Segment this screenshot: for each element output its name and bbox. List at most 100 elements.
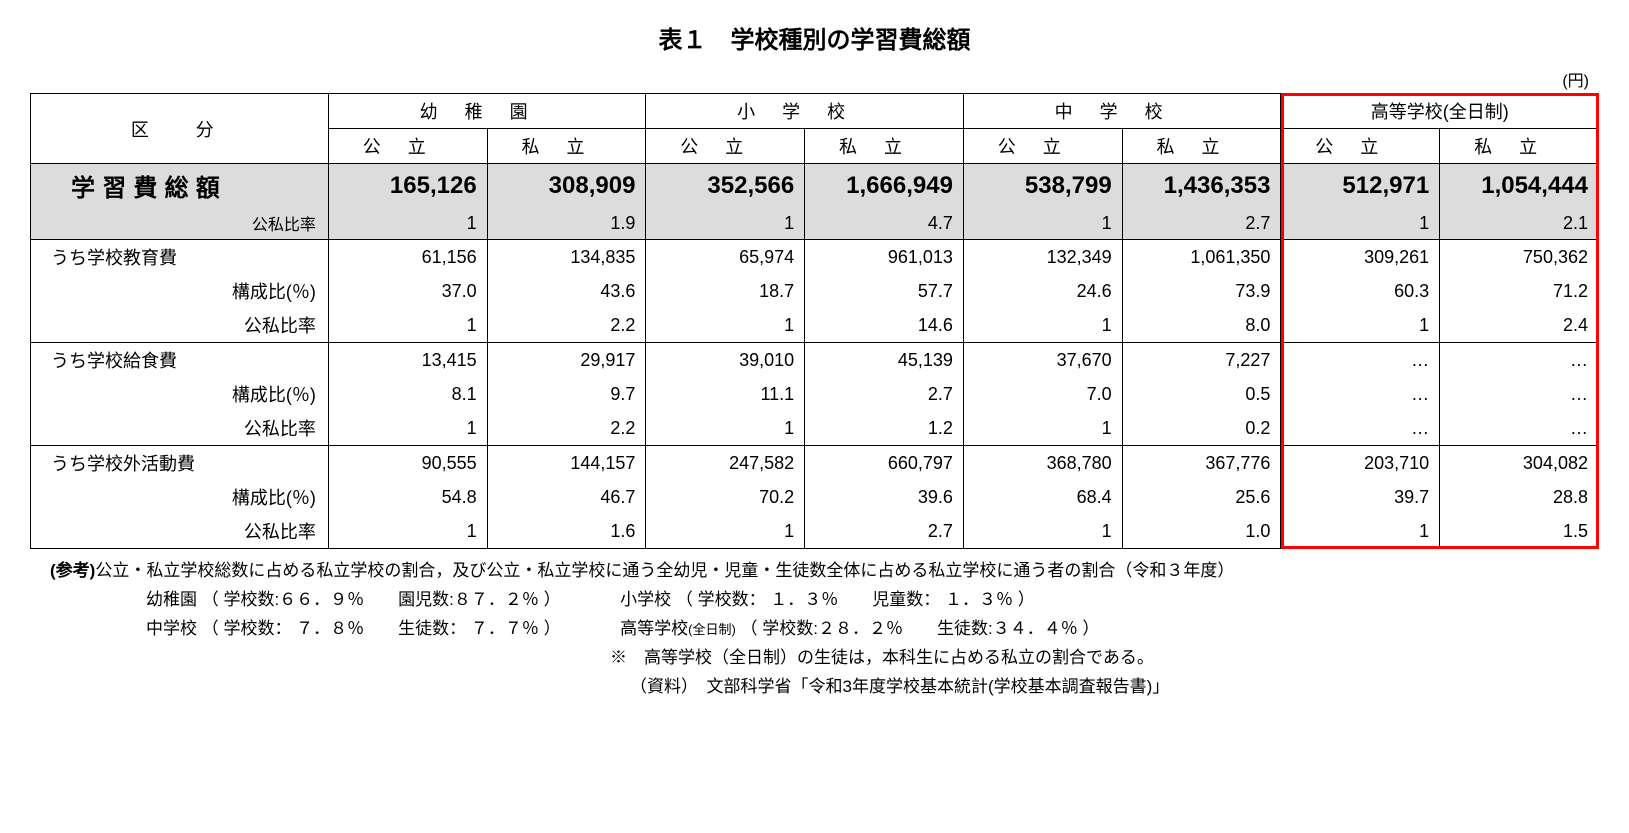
cell: 538,799 [963,164,1122,208]
cell: 39.6 [805,480,964,514]
row-label: うち学校教育費 [31,240,329,275]
table-row: 構成比(％)8.19.711.12.77.00.5…… [31,377,1599,411]
note-line4: ※ 高等学校（全日制）の生徒は，本科生に占める私立の割合である。 [50,644,1599,673]
cell: 1 [646,514,805,549]
cell: 1,436,353 [1122,164,1281,208]
row-label: 構成比(％) [31,377,329,411]
th-jhs: 中学校 [963,94,1281,129]
cell: 1 [328,411,487,446]
cell: 304,082 [1440,446,1599,481]
cell: 1 [963,514,1122,549]
cell: 203,710 [1281,446,1440,481]
cell: … [1281,411,1440,446]
cell: 1 [646,207,805,240]
cell: 309,261 [1281,240,1440,275]
data-table: 区 分 幼稚園 小学校 中学校 高等学校(全日制) 公立私立公立私立公立私立公立… [30,93,1599,549]
cell: 0.2 [1122,411,1281,446]
row-label: うち学校給食費 [31,343,329,378]
cell: 1.5 [1440,514,1599,549]
cell: 1.9 [487,207,646,240]
th-private: 私立 [805,129,964,164]
cell: … [1281,343,1440,378]
cell: 37.0 [328,274,487,308]
table-row: 構成比(％)37.043.618.757.724.673.960.371.2 [31,274,1599,308]
cell: 1 [646,308,805,343]
cell: 352,566 [646,164,805,208]
row-label: 公私比率 [31,308,329,343]
cell: 134,835 [487,240,646,275]
cell: 2.7 [1122,207,1281,240]
cell: 2.1 [1440,207,1599,240]
row-label: 構成比(％) [31,480,329,514]
cell: 1 [1281,308,1440,343]
table-row: うち学校給食費13,41529,91739,01045,13937,6707,2… [31,343,1599,378]
th-public: 公立 [646,129,805,164]
row-label: 公私比率 [31,207,329,240]
th-private: 私立 [1122,129,1281,164]
cell: 1,061,350 [1122,240,1281,275]
cell: 7.0 [963,377,1122,411]
cell: 1 [963,207,1122,240]
cell: 7,227 [1122,343,1281,378]
cell: 45,139 [805,343,964,378]
cell: 961,013 [805,240,964,275]
cell: 24.6 [963,274,1122,308]
cell: 1.0 [1122,514,1281,549]
cell: … [1440,343,1599,378]
table-title: 表１ 学校種別の学習費総額 [30,20,1599,55]
cell: 8.1 [328,377,487,411]
cell: 750,362 [1440,240,1599,275]
note-line1: (参考)公立・私立学校総数に占める私立学校の割合，及び公立・私立学校に通う全幼児… [50,557,1599,586]
cell: 65,974 [646,240,805,275]
th-category: 区 分 [31,94,329,164]
row-label: 公私比率 [31,411,329,446]
cell: 18.7 [646,274,805,308]
cell: 1,054,444 [1440,164,1599,208]
cell: 61,156 [328,240,487,275]
cell: 1 [963,411,1122,446]
cell: 43.6 [487,274,646,308]
cell: 70.2 [646,480,805,514]
th-public: 公立 [963,129,1122,164]
table-row: うち学校教育費61,156134,83565,974961,013132,349… [31,240,1599,275]
table-row: 構成比(％)54.846.770.239.668.425.639.728.8 [31,480,1599,514]
cell: 25.6 [1122,480,1281,514]
unit-label: (円) [30,67,1599,91]
cell: 1,666,949 [805,164,964,208]
row-label: うち学校外活動費 [31,446,329,481]
row-label: 学習費総額 [31,164,329,208]
cell: 2.7 [805,514,964,549]
cell: 2.7 [805,377,964,411]
note-line5: （資料） 文部科学省「令和3年度学校基本統計(学校基本調査報告書)」 [50,673,1599,702]
cell: … [1440,377,1599,411]
table-wrap: 区 分 幼稚園 小学校 中学校 高等学校(全日制) 公立私立公立私立公立私立公立… [30,93,1599,549]
table-row: 公私比率11.914.712.712.1 [31,207,1599,240]
th-public: 公立 [328,129,487,164]
cell: 39.7 [1281,480,1440,514]
cell: 1 [646,411,805,446]
cell: 512,971 [1281,164,1440,208]
th-private: 私立 [1440,129,1599,164]
cell: 1 [328,207,487,240]
note-line2: 幼稚園 （ 学校数:６６．９％ 園児数:８７．２％ ） 小学校 （ 学校数： １… [50,586,1599,615]
cell: 57.7 [805,274,964,308]
cell: 8.0 [1122,308,1281,343]
cell: 2.2 [487,308,646,343]
cell: 14.6 [805,308,964,343]
cell: 1 [1281,207,1440,240]
cell: 144,157 [487,446,646,481]
cell: 2.2 [487,411,646,446]
cell: 13,415 [328,343,487,378]
cell: 660,797 [805,446,964,481]
note-line3: 中学校 （ 学校数： ７．８％ 生徒数： ７．７％ ） 高等学校(全日制) （ … [50,615,1599,644]
cell: 90,555 [328,446,487,481]
table-row: 公私比率11.612.711.011.5 [31,514,1599,549]
table-row: 公私比率12.2114.618.012.4 [31,308,1599,343]
cell: 54.8 [328,480,487,514]
cell: 2.4 [1440,308,1599,343]
th-kinder: 幼稚園 [328,94,646,129]
cell: 9.7 [487,377,646,411]
cell: 368,780 [963,446,1122,481]
cell: 37,670 [963,343,1122,378]
cell: 1 [328,308,487,343]
